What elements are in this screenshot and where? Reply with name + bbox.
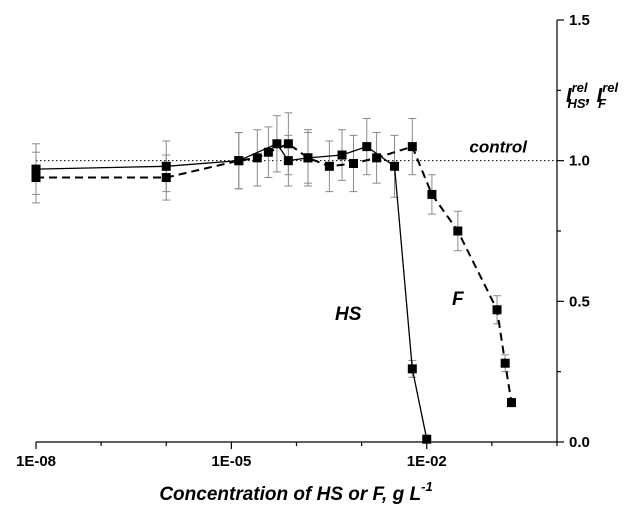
y-axis-label: Irel HS, Irel F [566, 80, 619, 111]
data-point-hs [283, 156, 293, 166]
data-point-f [303, 153, 313, 163]
data-point-hs [161, 161, 171, 171]
data-point-hs [337, 150, 347, 160]
data-point-f [234, 156, 244, 166]
data-point-hs [390, 161, 400, 171]
data-point-f [263, 147, 273, 157]
data-point-hs [31, 164, 41, 174]
data-point-f [427, 189, 437, 199]
x-tick-label: 1E-05 [211, 453, 251, 470]
series-label-hs: HS [335, 304, 362, 325]
data-point-f [492, 305, 502, 315]
series-line-f [36, 142, 513, 403]
data-point-hs [272, 139, 282, 149]
control-reference: control [36, 138, 557, 162]
data-point-f [252, 153, 262, 163]
data-point-f [161, 173, 171, 183]
data-point-f [372, 153, 382, 163]
data-point-f [348, 158, 358, 168]
data-point-f [500, 358, 510, 368]
data-point-f [324, 161, 334, 171]
y-tick-label: 0.5 [569, 293, 590, 310]
data-point-f [407, 142, 417, 152]
control-label: control [469, 138, 528, 157]
axes [36, 20, 558, 443]
x-tick-label: 1E-08 [16, 453, 56, 470]
data-point-hs [362, 142, 372, 152]
series-line-hs [35, 142, 428, 440]
data-point-f [31, 173, 41, 183]
y-tick-label: 1.5 [569, 12, 590, 29]
data-point-hs [422, 434, 432, 444]
data-point-f [283, 139, 293, 149]
series-label-f: F [452, 289, 465, 310]
x-axis-label: Concentration of HS or F, g L-1 [159, 479, 432, 505]
data-point-hs [407, 364, 417, 374]
data-point-f [506, 398, 516, 408]
x-tick-label: 1E-02 [407, 453, 447, 470]
series-lines [35, 142, 513, 440]
ticks: 1E-08 1E-05 1E-02 0.0 0.5 1.0 1.5 [16, 12, 590, 470]
y-tick-label: 1.0 [569, 153, 590, 170]
data-point-f [453, 226, 463, 236]
y-tick-label: 0.0 [569, 434, 590, 451]
series-markers [31, 139, 516, 444]
